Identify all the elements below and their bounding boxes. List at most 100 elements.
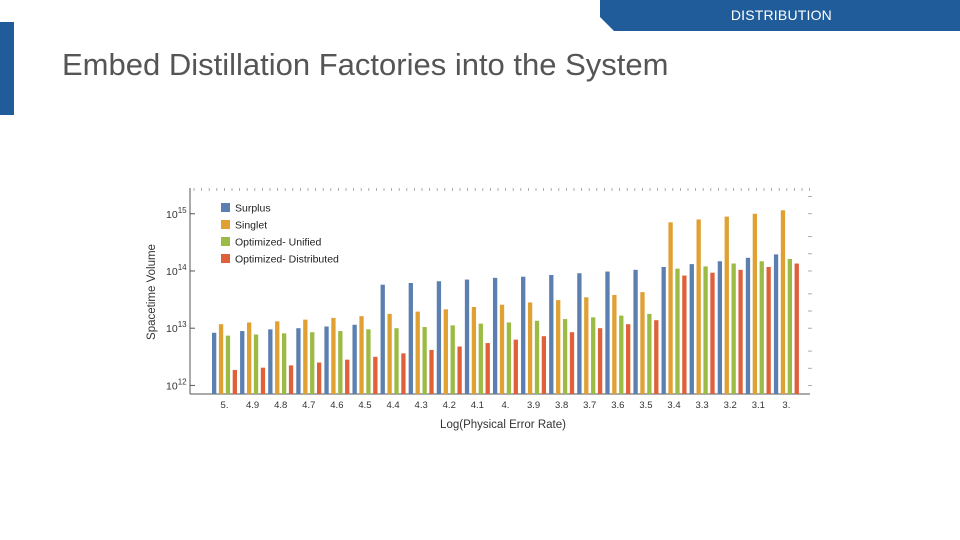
bar-optimized-unified-16 <box>675 268 680 394</box>
bar-optimized-distributed-19 <box>766 266 771 394</box>
legend-label: Optimized- Unified <box>235 237 322 249</box>
x-tick-label: 3.9 <box>527 400 540 411</box>
bar-optimized-distributed-0 <box>232 369 237 394</box>
bar-surplus-11 <box>521 276 526 394</box>
top-axis-ticks <box>193 188 810 191</box>
x-tick-label: 3.5 <box>639 400 652 411</box>
bar-singlet-6 <box>387 313 392 394</box>
x-tick-label: 4.6 <box>330 400 343 411</box>
x-tick-label: 3.8 <box>555 400 568 411</box>
bar-optimized-distributed-16 <box>682 275 687 394</box>
bar-optimized-distributed-5 <box>373 356 378 394</box>
bar-surplus-17 <box>689 264 694 394</box>
bar-surplus-12 <box>549 274 554 394</box>
bar-singlet-8 <box>443 309 448 394</box>
bar-singlet-9 <box>471 307 477 394</box>
bar-optimized-unified-10 <box>506 322 512 394</box>
bar-surplus-16 <box>661 266 666 394</box>
x-tick-label: 4.7 <box>302 400 315 411</box>
bar-surplus-15 <box>633 269 638 394</box>
bar-singlet-10 <box>499 304 505 394</box>
bar-optimized-unified-15 <box>647 313 652 394</box>
legend-label: Surplus <box>235 203 271 215</box>
bar-optimized-distributed-20 <box>794 263 799 394</box>
bar-singlet-7 <box>415 311 420 394</box>
bar-surplus-19 <box>745 257 751 394</box>
bar-surplus-4 <box>324 326 329 394</box>
bar-surplus-14 <box>605 271 610 394</box>
section-label: DISTRIBUTION <box>730 7 832 23</box>
bar-singlet-17 <box>696 219 701 394</box>
bar-optimized-unified-2 <box>281 333 287 394</box>
x-tick-label: 3.2 <box>724 400 737 411</box>
x-tick-label: 3.3 <box>696 400 709 411</box>
bar-optimized-unified-8 <box>450 325 455 394</box>
x-tick-label: 4.1 <box>471 400 484 411</box>
bar-optimized-distributed-18 <box>738 269 743 394</box>
bar-surplus-18 <box>717 261 723 394</box>
x-tick-label: 3.6 <box>611 400 624 411</box>
legend-swatch <box>221 220 230 229</box>
bar-singlet-11 <box>527 302 533 394</box>
x-axis-tick-labels: 5. 4.9 4.8 4.7 4.6 4.5 4.4 4.3 4.2 4.1 4. 3.9 3.8 3.7… <box>221 400 791 411</box>
bar-optimized-unified-14 <box>619 315 624 394</box>
bar-singlet-2 <box>275 321 280 394</box>
x-tick-label: 4.9 <box>246 400 259 411</box>
bar-series-group <box>212 210 799 394</box>
bar-surplus-0 <box>212 332 217 394</box>
bar-optimized-distributed-10 <box>513 339 518 394</box>
legend-swatch <box>221 203 230 212</box>
x-tick-label: 3. <box>782 400 790 411</box>
y-axis-label: Spacetime Volume <box>146 244 158 340</box>
bar-surplus-6 <box>380 284 385 394</box>
right-axis-ticks <box>808 196 812 386</box>
bar-singlet-16 <box>668 222 673 394</box>
x-tick-label: 4.3 <box>415 400 428 411</box>
y-tick-label: 1015 <box>166 206 187 221</box>
bar-surplus-3 <box>296 328 301 394</box>
bar-optimized-distributed-14 <box>626 324 631 394</box>
bar-optimized-distributed-6 <box>401 353 406 394</box>
bar-singlet-1 <box>246 322 252 394</box>
y-tick-label: 1012 <box>166 377 187 392</box>
section-tab: DISTRIBUTION <box>600 0 960 31</box>
bar-singlet-20 <box>780 210 786 394</box>
bar-singlet-3 <box>303 319 308 394</box>
bar-surplus-1 <box>240 331 245 394</box>
bar-optimized-unified-17 <box>703 266 708 394</box>
bar-optimized-unified-3 <box>310 332 315 394</box>
y-tick-label: 1014 <box>166 263 187 278</box>
bar-singlet-5 <box>359 316 364 394</box>
bar-optimized-distributed-11 <box>541 336 547 394</box>
page-title: Embed Distillation Factories into the Sy… <box>62 47 669 82</box>
legend-swatch <box>221 237 230 246</box>
bar-optimized-distributed-13 <box>597 328 603 394</box>
bar-surplus-2 <box>268 329 273 394</box>
bar-optimized-distributed-17 <box>710 272 715 394</box>
x-tick-label: 4.4 <box>386 400 399 411</box>
bar-optimized-unified-1 <box>253 334 259 394</box>
x-tick-label: 4.8 <box>274 400 287 411</box>
legend-label: Optimized- Distributed <box>235 254 339 266</box>
bar-optimized-distributed-8 <box>457 346 462 394</box>
bar-singlet-0 <box>218 324 224 394</box>
bar-surplus-13 <box>577 273 582 394</box>
bar-optimized-unified-13 <box>591 317 596 394</box>
bar-surplus-7 <box>408 282 413 394</box>
bar-optimized-distributed-1 <box>260 367 266 394</box>
x-tick-label: 3.4 <box>667 400 680 411</box>
bar-singlet-18 <box>724 216 729 394</box>
bar-optimized-distributed-12 <box>569 332 575 394</box>
slide-accent-bar <box>0 22 14 115</box>
bar-singlet-19 <box>752 213 758 394</box>
bar-singlet-12 <box>556 300 561 394</box>
x-axis-label: Log(Physical Error Rate) <box>440 419 566 431</box>
bar-optimized-unified-18 <box>731 263 736 394</box>
bar-surplus-10 <box>492 277 498 394</box>
bar-optimized-unified-20 <box>787 258 793 394</box>
bar-singlet-14 <box>612 295 617 394</box>
y-tick-label: 1013 <box>166 320 187 335</box>
bar-optimized-unified-11 <box>534 320 540 394</box>
x-tick-label: 5. <box>221 400 229 411</box>
